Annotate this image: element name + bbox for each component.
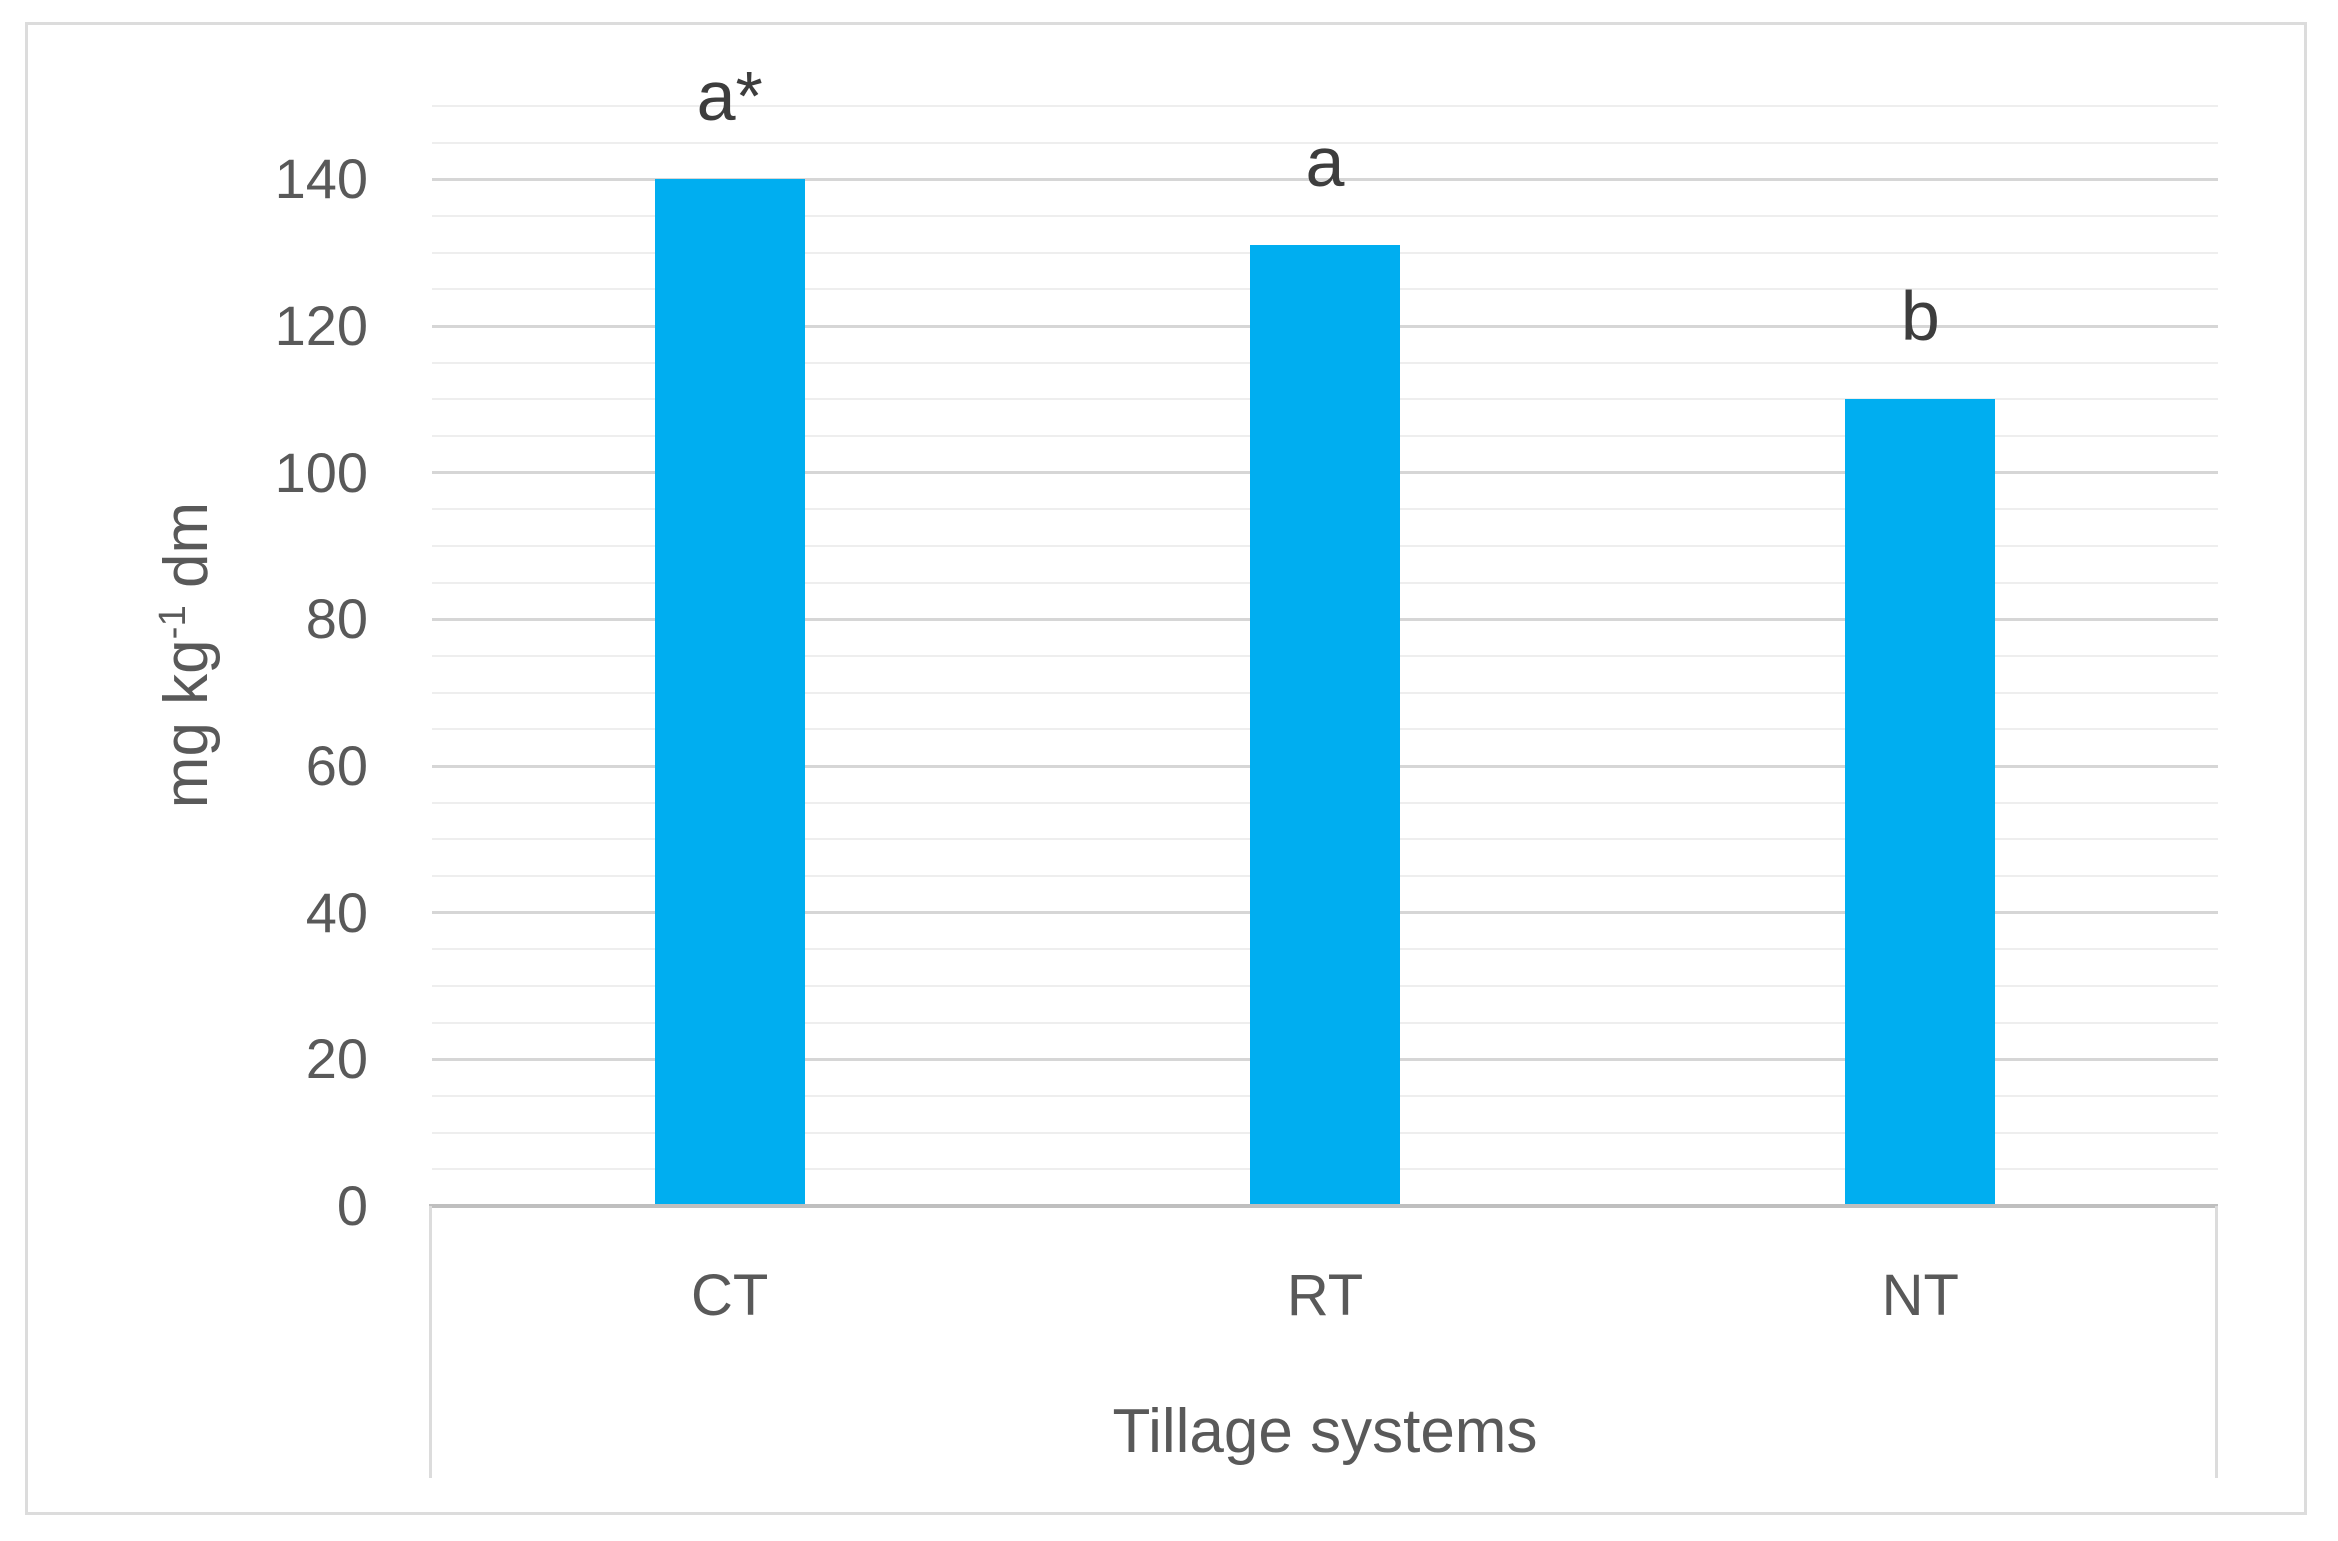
y-tick-label: 140: [274, 147, 368, 211]
y-tick-label: 40: [305, 880, 368, 944]
y-tick-label: 100: [274, 440, 368, 504]
bar-annotation-nt: b: [1900, 277, 1940, 356]
x-category-label-nt: NT: [1881, 1263, 1959, 1328]
x-axis-line: [429, 1204, 2218, 1208]
y-tick-label: 80: [305, 587, 368, 651]
bar-nt: [1845, 399, 1996, 1208]
bar-rt: [1250, 245, 1400, 1208]
minor-gridline: [432, 105, 2218, 107]
x-axis-title: Tillage systems: [1112, 1397, 1538, 1466]
category-box-left-rule: [429, 1206, 432, 1478]
major-gridline: [432, 177, 2218, 181]
bar-annotation-rt: a: [1305, 123, 1345, 202]
y-tick-label: 120: [274, 294, 368, 357]
bar-annotation-ct: a*: [696, 57, 763, 136]
minor-gridline: [432, 141, 2218, 144]
y-axis-title: mg kg-1 dm: [151, 501, 221, 809]
y-tick-label: 20: [305, 1027, 368, 1091]
y-tick-label: 60: [305, 734, 368, 797]
bar-ct: [654, 179, 805, 1208]
y-axis-title-base: mg kg: [151, 639, 221, 809]
x-category-label-rt: RT: [1286, 1263, 1364, 1328]
y-axis-title-superscript: -1: [151, 605, 195, 640]
category-box-right-rule: [2215, 1206, 2218, 1478]
y-tick-label: 0: [336, 1174, 368, 1237]
x-category-label-ct: CT: [690, 1263, 769, 1328]
minor-gridline: [432, 215, 2218, 217]
y-axis-title-rest: dm: [151, 501, 221, 606]
